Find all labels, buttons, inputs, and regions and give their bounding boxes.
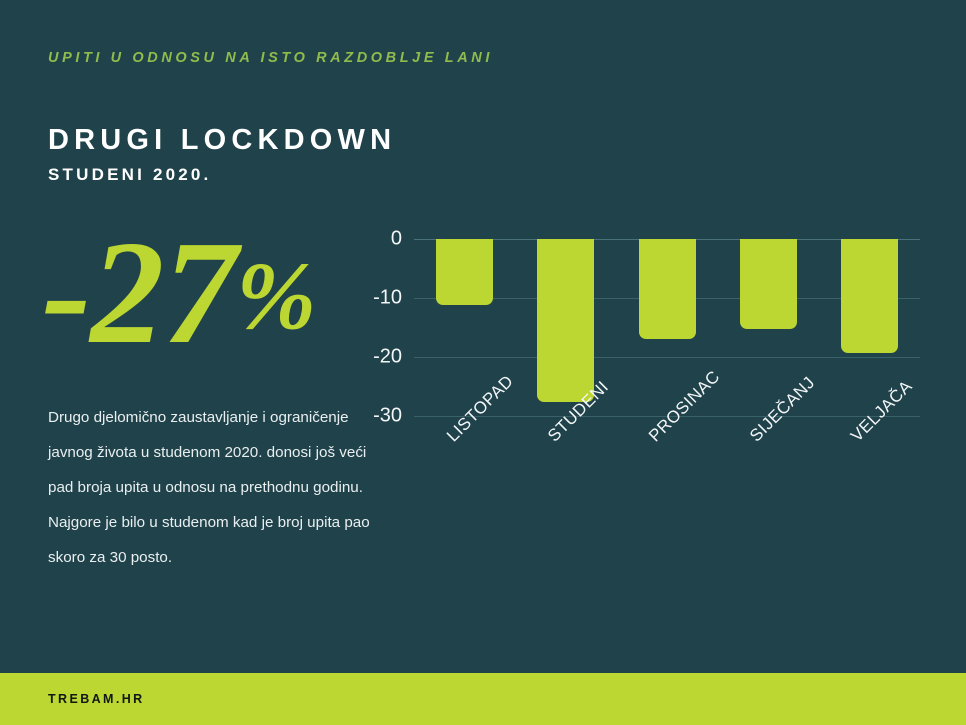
bar-chart: 0 -10 -20 -30 LISTOPAD STUDENI PROSINAC SIJEČAN… bbox=[368, 226, 928, 526]
y-axis-label: 0 bbox=[390, 227, 402, 250]
headline-statistic: -27% bbox=[42, 218, 372, 368]
bar-listopad bbox=[436, 239, 494, 306]
x-axis-label: LISTOPAD bbox=[442, 371, 517, 446]
brand-logo: TREBAM.HR bbox=[48, 692, 145, 706]
statistic-unit: % bbox=[236, 242, 316, 349]
statistic-value: -27 bbox=[42, 211, 237, 375]
bar-prosinac bbox=[638, 239, 696, 339]
chart-plot-area: 0 -10 -20 -30 LISTOPAD STUDENI PROSINAC SIJEČAN… bbox=[373, 228, 920, 445]
footer-bar: TREBAM.HR bbox=[0, 673, 966, 725]
y-axis-label: -20 bbox=[373, 345, 402, 368]
gridline bbox=[414, 357, 920, 358]
x-axis-label: PROSINAC bbox=[645, 366, 724, 446]
y-axis-label: -30 bbox=[373, 404, 402, 427]
bar-veljača bbox=[840, 239, 898, 353]
eyebrow-text: UPITI U ODNOSU NA ISTO RAZDOBLJE LANI bbox=[48, 50, 493, 66]
bar-studeni bbox=[537, 239, 595, 403]
body-paragraph: Drugo djelomično zaustavljanje i ogranič… bbox=[48, 409, 370, 566]
gridline bbox=[414, 416, 920, 417]
x-axis-label: VELJAČA bbox=[847, 376, 917, 446]
page-title: DRUGI LOCKDOWN bbox=[48, 124, 397, 156]
x-axis-label: SIJEČANJ bbox=[746, 372, 819, 446]
y-axis-label: -10 bbox=[373, 286, 402, 309]
page-subtitle: STUDENI 2020. bbox=[48, 165, 212, 184]
bar-siječanj bbox=[739, 239, 797, 330]
